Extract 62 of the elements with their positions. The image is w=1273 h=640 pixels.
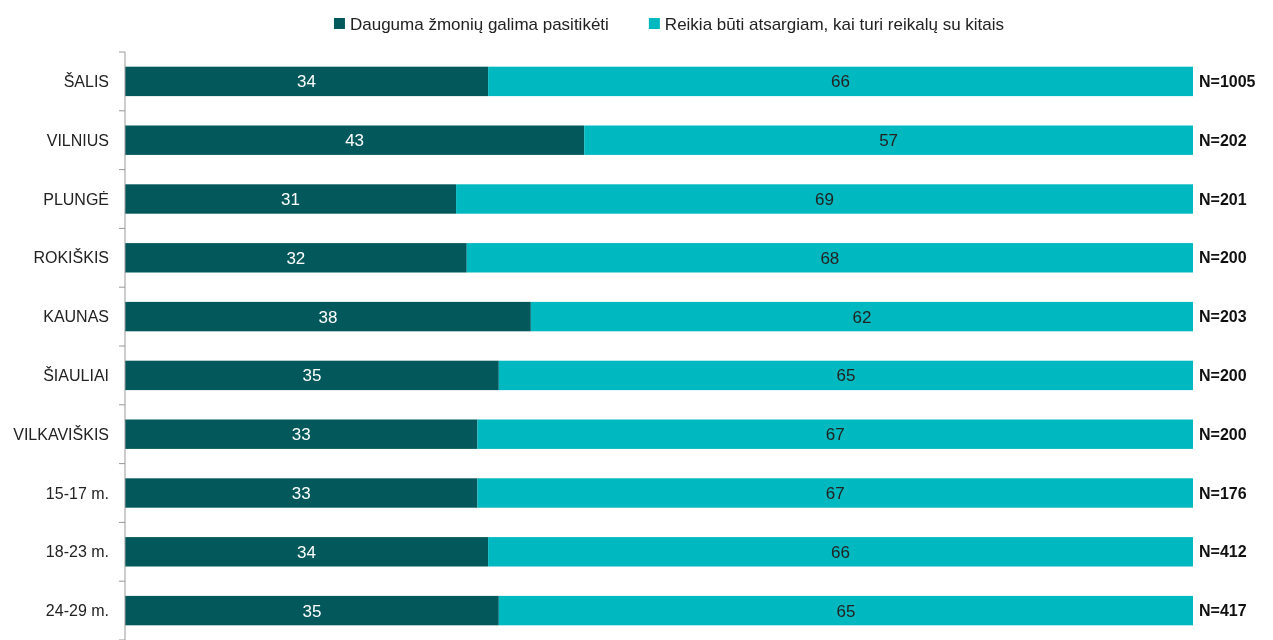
- bar: [125, 184, 457, 214]
- bar: [498, 360, 1193, 391]
- legend-label: Reikia būti atsargiam, kai turi reikalų su kitais: [664, 14, 1005, 34]
- data-label: 66: [831, 72, 851, 92]
- bar: [125, 478, 478, 508]
- bar: [125, 125, 585, 155]
- data-label: 69: [815, 189, 834, 209]
- bar: [125, 243, 467, 273]
- y-tick-label: ROKIŠKIS: [33, 248, 109, 267]
- text: N=200: [1199, 425, 1247, 443]
- data-label: 33: [291, 483, 311, 503]
- data-label: 31: [281, 189, 300, 209]
- data-label: 34: [297, 542, 317, 562]
- text: N=1005: [1199, 73, 1256, 90]
- bar: [125, 66, 489, 97]
- bar: [498, 595, 1193, 626]
- y-tick-label: PLUNGĖ: [43, 189, 109, 208]
- y-tick-label: ŠIAULIAI: [43, 366, 109, 384]
- text: N=201: [1199, 190, 1247, 208]
- y-tick-label: 15-17 m.: [45, 484, 109, 502]
- data-label: 66: [831, 542, 851, 562]
- bar: [477, 478, 1193, 508]
- y-tick-label: 24-29 m.: [45, 602, 109, 620]
- legend-label: Dauguma žmonių galima pasitikėti: [349, 14, 609, 34]
- data-label: 68: [820, 248, 840, 268]
- data-label: 38: [318, 307, 338, 327]
- data-label: 35: [302, 366, 322, 386]
- y-tick-label: VILNIUS: [46, 131, 109, 149]
- text: N=200: [1199, 367, 1247, 384]
- bar: [584, 125, 1193, 155]
- y-tick-label: ŠALIS: [63, 72, 109, 90]
- bar: [125, 595, 499, 626]
- y-tick-label: VILKAVIŠKIS: [13, 424, 109, 443]
- bar: [477, 419, 1193, 449]
- text: N=203: [1199, 308, 1247, 326]
- y-tick-label: 18-23 m.: [45, 543, 109, 561]
- bar: [466, 243, 1193, 273]
- bar: [125, 301, 531, 332]
- data-label: 43: [345, 131, 365, 151]
- data-label: 35: [302, 601, 322, 621]
- data-label: 57: [879, 131, 899, 151]
- data-label: 34: [297, 72, 317, 92]
- bar: [125, 537, 489, 567]
- text: N=176: [1199, 484, 1247, 502]
- data-label: 67: [825, 483, 845, 503]
- text: N=202: [1199, 131, 1247, 149]
- bar: [488, 537, 1193, 567]
- data-label: 67: [825, 425, 845, 445]
- text: N=412: [1199, 543, 1247, 561]
- bar: [456, 184, 1193, 214]
- bar: [530, 301, 1193, 332]
- bar: [125, 360, 499, 391]
- data-label: 32: [286, 248, 306, 268]
- bar: [125, 419, 478, 449]
- text: N=200: [1199, 249, 1247, 267]
- data-label: 62: [852, 307, 872, 327]
- data-label: 33: [291, 425, 311, 445]
- bar: [488, 66, 1193, 97]
- y-tick-label: KAUNAS: [43, 308, 109, 326]
- data-label: 65: [836, 366, 856, 386]
- text: N=417: [1199, 602, 1247, 620]
- data-label: 65: [836, 601, 856, 621]
